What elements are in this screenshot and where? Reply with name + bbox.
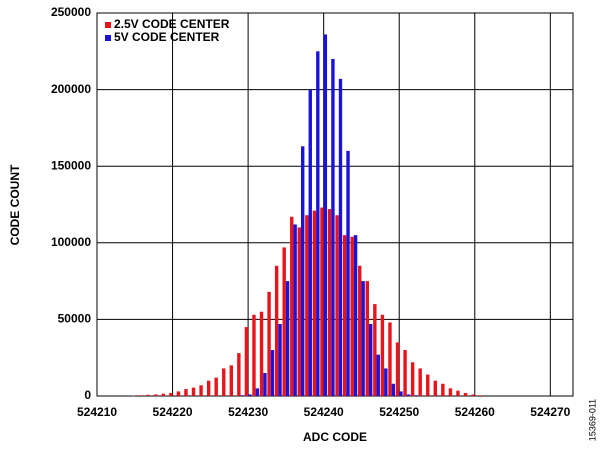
x-tick-label: 524240 [304,405,344,419]
legend-swatch [105,35,111,41]
x-tick-label: 524210 [77,405,117,419]
bar [191,387,196,396]
bar [214,377,218,396]
bar [259,311,264,396]
bar [395,342,400,396]
x-tick-label: 524250 [379,405,419,419]
figure-note: 15369-011 [587,399,597,441]
bar [154,394,158,396]
x-tick-label: 524270 [530,405,570,419]
bar [229,365,233,396]
x-tick-label: 524220 [153,405,193,419]
bar [331,58,335,397]
bar [199,385,203,396]
bar [297,227,301,396]
y-tick-label: 50000 [58,312,92,326]
bar [384,368,388,396]
bar [335,215,339,396]
bar [365,281,369,396]
bar [403,350,407,396]
bar [410,362,415,396]
bar [237,353,241,396]
bar [463,392,468,396]
bar [161,393,165,396]
bar [323,34,328,397]
bar [293,224,297,396]
bar [433,380,437,396]
bar [350,236,354,396]
bar [361,281,365,396]
bar [327,209,332,396]
y-tick-label: 200000 [51,82,91,96]
bar [305,215,309,396]
bar [244,327,249,396]
x-tick-label: 524260 [455,405,495,419]
bar [184,389,188,396]
bar [248,394,252,396]
bar [426,374,430,396]
y-tick-label: 150000 [51,158,91,172]
y-tick-label: 0 [84,388,91,402]
bar [252,314,256,396]
plot-frame [96,12,574,397]
bar [342,235,347,396]
bar [263,373,267,396]
bar [312,210,317,396]
bar [222,368,226,396]
bar [346,150,350,396]
bar [146,394,150,396]
bar [206,380,211,396]
bar [285,281,290,396]
bar [278,323,282,396]
bar [255,388,260,396]
bar [369,323,373,396]
bar [240,395,244,396]
y-tick-label: 100000 [51,235,91,249]
bar [316,51,320,397]
bar [373,304,377,396]
bar [138,395,143,396]
bar [301,146,305,396]
bar [391,383,396,396]
bar [380,314,385,396]
bar [441,383,445,396]
bar [270,350,275,396]
bar [358,265,362,396]
bar [376,354,380,396]
bar [448,388,453,396]
bar [290,216,294,396]
bar [471,394,475,396]
bar [406,394,411,396]
bar [282,247,286,396]
x-axis-label: ADC CODE [303,430,367,444]
legend-label: 5V CODE CENTER [114,30,220,44]
legend-swatch [105,22,111,28]
bar [267,291,271,396]
bar [176,391,181,396]
x-tick-label: 524230 [228,405,268,419]
bar [353,235,358,396]
bar [478,395,483,396]
bar [399,391,403,396]
bar [308,89,312,396]
y-tick-label: 250000 [51,5,91,19]
bar [456,390,460,396]
bar [414,395,418,396]
legend-label: 2.5V CODE CENTER [114,17,230,31]
bar [320,207,324,396]
bar [338,78,343,396]
bar [274,265,279,396]
bar [418,368,422,396]
bar [388,322,392,396]
y-axis-label: CODE COUNT [8,164,22,245]
bar [169,392,173,396]
